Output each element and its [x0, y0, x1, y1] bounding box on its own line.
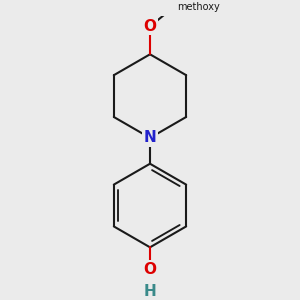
Text: O: O [143, 19, 157, 34]
Text: O: O [143, 262, 157, 277]
Text: H: H [144, 284, 156, 298]
Text: methoxy: methoxy [177, 2, 220, 11]
Text: N: N [144, 130, 156, 146]
